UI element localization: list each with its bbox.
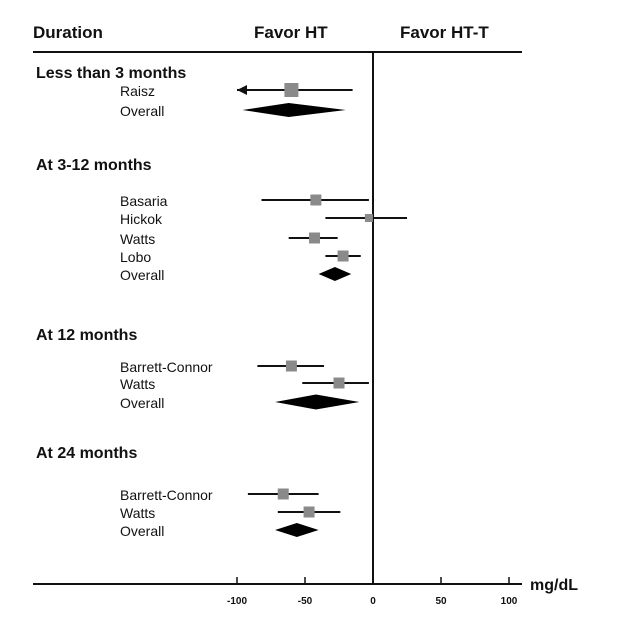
- x-tick-label: 0: [370, 596, 376, 607]
- x-tick-label: 100: [501, 596, 518, 607]
- study-label: Lobo: [120, 249, 151, 265]
- group: At 24 months Barrett-Connor Watts Overall: [36, 445, 341, 539]
- x-axis-unit: mg/dL: [530, 577, 578, 594]
- study-label: Hickok: [120, 211, 163, 227]
- point-estimate: [364, 214, 373, 222]
- study-label: Barrett-Connor: [120, 487, 213, 503]
- header-duration: Duration: [33, 23, 103, 42]
- overall-label: Overall: [120, 103, 164, 119]
- group-title: At 12 months: [36, 327, 137, 344]
- x-tick-label: -100: [227, 596, 247, 607]
- group-title: At 24 months: [36, 445, 137, 462]
- x-tick-label: 50: [435, 596, 447, 607]
- overall-diamond: [275, 394, 360, 410]
- header-favor-right: Favor HT-T: [400, 23, 489, 42]
- overall-label: Overall: [120, 395, 164, 411]
- point-estimate: [277, 488, 289, 500]
- overall-diamond: [318, 267, 352, 281]
- point-estimate: [284, 83, 299, 97]
- ci-arrow: [237, 85, 247, 95]
- study-label: Watts: [120, 505, 155, 521]
- group: At 3-12 months Basaria Hickok Watts Lobo Over…: [36, 157, 407, 283]
- group-title: At 3-12 months: [36, 157, 152, 174]
- point-estimate: [337, 250, 349, 262]
- x-axis-ticks: -100 -50 0 50 100: [227, 577, 518, 607]
- group-title: Less than 3 months: [36, 65, 186, 82]
- study-label: Watts: [120, 376, 155, 392]
- study-label: Raisz: [120, 83, 155, 99]
- point-estimate: [309, 232, 321, 244]
- study-label: Barrett-Connor: [120, 359, 213, 375]
- x-tick-label: -50: [298, 596, 313, 607]
- overall-diamond: [242, 103, 346, 117]
- overall-diamond: [275, 523, 319, 537]
- point-estimate: [310, 194, 322, 206]
- study-label: Watts: [120, 231, 155, 247]
- point-estimate: [333, 377, 345, 389]
- point-estimate: [285, 360, 297, 372]
- header-favor-left: Favor HT: [254, 23, 328, 42]
- overall-label: Overall: [120, 267, 164, 283]
- study-label: Basaria: [120, 193, 168, 209]
- point-estimate: [303, 506, 315, 518]
- overall-label: Overall: [120, 523, 164, 539]
